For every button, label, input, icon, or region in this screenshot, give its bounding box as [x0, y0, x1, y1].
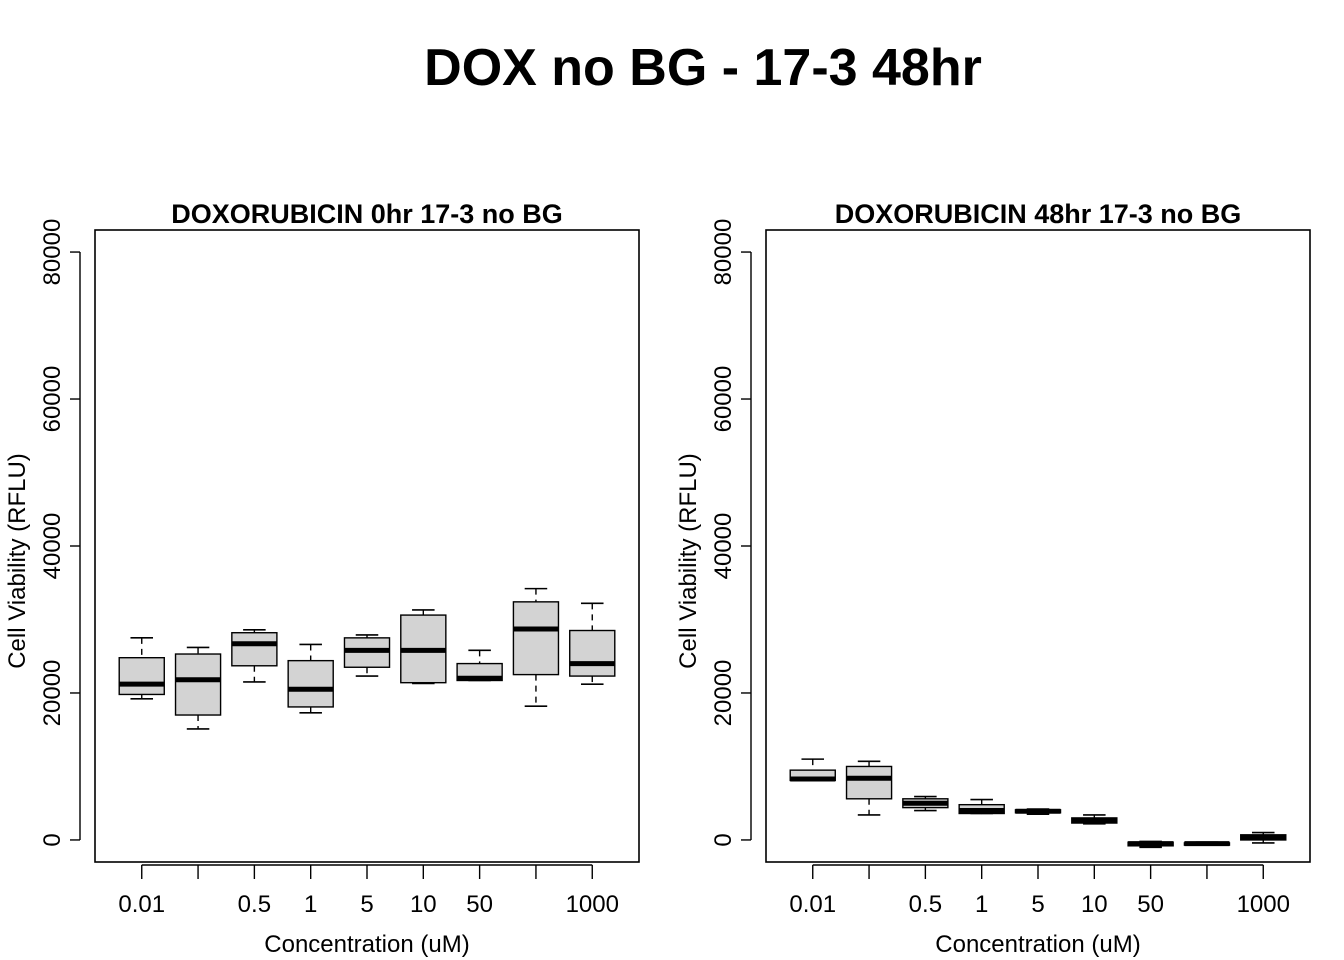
- box-0.1: [845, 760, 893, 816]
- x-axis-label: Concentration (uM): [935, 931, 1140, 958]
- box-0.5: [231, 628, 278, 683]
- x-tick-label: 1: [304, 891, 317, 918]
- box-1: [958, 798, 1005, 815]
- main-title: DOX no BG - 17-3 48hr: [424, 39, 982, 97]
- box-10: [1071, 814, 1118, 825]
- y-tick-label: 40000: [39, 513, 66, 580]
- y-tick-label: 60000: [39, 366, 66, 433]
- box-50: [456, 649, 503, 682]
- y-tick-label: 20000: [710, 660, 737, 727]
- x-tick-label: 5: [360, 891, 373, 918]
- box-50: [1127, 840, 1174, 849]
- box-0.1: [174, 646, 222, 730]
- x-tick-label: 50: [466, 891, 493, 918]
- y-tick-label: 60000: [710, 366, 737, 433]
- x-tick-label: 0.01: [118, 891, 165, 918]
- iqr-box: [231, 632, 278, 667]
- x-tick-label: 50: [1137, 891, 1164, 918]
- panel-title: DOXORUBICIN 48hr 17-3 no BG: [835, 199, 1242, 229]
- iqr-box: [287, 659, 334, 708]
- x-tick-label: 0.5: [909, 891, 942, 918]
- x-tick-label: 1: [975, 891, 988, 918]
- box-1000: [569, 602, 616, 685]
- iqr-box: [118, 657, 165, 696]
- iqr-box: [845, 765, 893, 800]
- iqr-box: [512, 601, 560, 676]
- box-100: [512, 587, 560, 708]
- y-axis-label: Cell Viability (RFLU): [675, 453, 702, 669]
- y-tick-label: 80000: [39, 219, 66, 286]
- panel-title: DOXORUBICIN 0hr 17-3 no BG: [171, 199, 563, 229]
- y-tick-label: 40000: [710, 513, 737, 580]
- y-tick-label: 20000: [39, 660, 66, 727]
- chart-panel-1: DOXORUBICIN 0hr 17-3 no BG 0 20000 40000 600…: [4, 199, 640, 958]
- y-tick-label: 0: [710, 833, 737, 846]
- x-tick-label: 1000: [1237, 891, 1290, 918]
- box-100: [1183, 841, 1231, 847]
- x-tick-label: 10: [1081, 891, 1108, 918]
- box-10: [400, 609, 447, 685]
- x-tick-label: 5: [1031, 891, 1044, 918]
- plot-frame: [765, 229, 1311, 863]
- y-tick-label: 80000: [710, 219, 737, 286]
- box-1: [287, 643, 334, 714]
- y-axis-label: Cell Viability (RFLU): [4, 453, 31, 669]
- box-1000: [1240, 831, 1287, 844]
- box-0.5: [902, 795, 949, 812]
- chart-panel-2: DOXORUBICIN 48hr 17-3 no BG 0 20000 40000 60…: [675, 199, 1311, 958]
- y-tick-label: 0: [39, 833, 66, 846]
- x-tick-label: 0.5: [238, 891, 271, 918]
- iqr-box: [569, 629, 616, 677]
- box-5: [343, 634, 391, 677]
- x-axis-label: Concentration (uM): [264, 931, 469, 958]
- plot-frame: [94, 229, 640, 863]
- x-tick-label: 0.01: [789, 891, 836, 918]
- box-5: [1014, 808, 1062, 816]
- box-0.01: [789, 758, 836, 782]
- iqr-box: [174, 653, 222, 716]
- x-tick-label: 1000: [566, 891, 619, 918]
- box-0.01: [118, 637, 165, 700]
- x-tick-label: 10: [410, 891, 437, 918]
